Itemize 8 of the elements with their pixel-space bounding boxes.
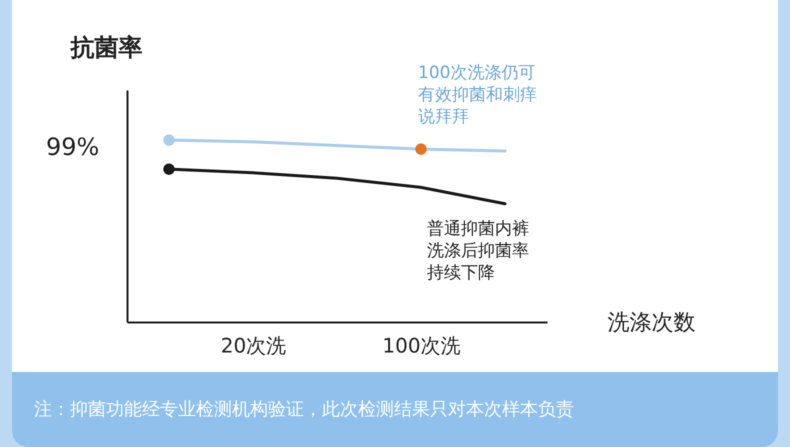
text: 100次洗涤仍可有效抑菌和刺痒说拜拜 xyxy=(418,62,538,128)
annotation: 普通抑菌内裤洗涤后抑菌率持续下降 xyxy=(427,218,530,284)
x-axis-title: 洗涤次数 xyxy=(608,310,696,336)
x-tick-label: 100次洗 xyxy=(382,334,461,358)
y-axis-title: 抗菌率 xyxy=(70,34,142,62)
x-tick-label: 20次洗 xyxy=(220,334,286,358)
text: 99% xyxy=(46,132,100,162)
text: 注：抑菌功能经专业检测机构验证，此次检测结果只对本次样本负责 xyxy=(12,372,778,447)
